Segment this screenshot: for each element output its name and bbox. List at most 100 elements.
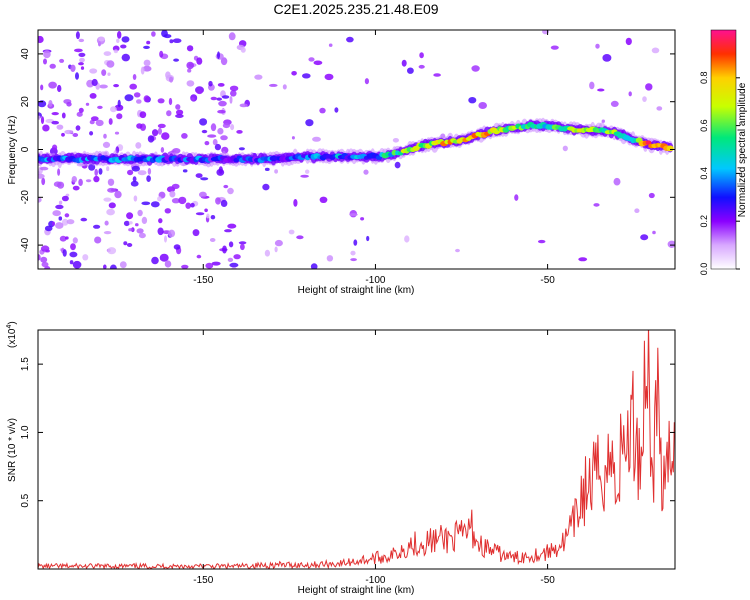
noise-speckle: [159, 50, 164, 58]
y-tick-label: 40: [20, 48, 31, 60]
noise-speckle: [80, 217, 88, 222]
noise-speckle: [40, 84, 44, 91]
spectrogram-x-label: Height of straight line (km): [298, 285, 415, 296]
noise-speckle: [196, 254, 202, 259]
noise-speckle: [182, 169, 188, 173]
noise-speckle: [78, 38, 85, 43]
noise-speckle: [634, 208, 640, 213]
colorbar-gradient: [710, 29, 737, 270]
noise-speckle: [353, 239, 358, 246]
snr-y-ticks: 0.5 1.0 1.5: [20, 357, 675, 508]
noise-speckle: [106, 208, 115, 216]
snr-series-line: [38, 330, 675, 569]
noise-speckle: [169, 76, 174, 83]
noise-speckle: [126, 243, 133, 247]
noise-speckle: [113, 49, 118, 54]
noise-speckle: [135, 142, 142, 149]
noise-speckle: [204, 141, 210, 146]
noise-speckle: [72, 260, 82, 269]
noise-speckle: [233, 254, 241, 260]
noise-speckle: [103, 133, 107, 139]
noise-speckle: [313, 60, 323, 66]
noise-speckle: [196, 57, 203, 65]
noise-speckle: [128, 221, 133, 225]
noise-speckle: [97, 105, 103, 109]
noise-speckle: [139, 111, 147, 119]
noise-speckle: [41, 177, 46, 186]
noise-speckle: [418, 64, 425, 69]
noise-speckle: [38, 35, 44, 44]
noise-speckle: [85, 102, 90, 106]
noise-speckle: [126, 212, 134, 220]
noise-speckle: [136, 228, 144, 234]
noise-speckle: [349, 213, 358, 217]
noise-speckle: [175, 114, 184, 118]
noise-speckle: [78, 178, 83, 186]
y-tick-label: 20: [20, 96, 31, 108]
noise-speckle: [172, 38, 182, 43]
noise-speckle: [123, 241, 128, 246]
noise-speckle: [71, 176, 78, 183]
noise-speckle: [70, 243, 76, 251]
noise-speckle: [94, 168, 98, 177]
noise-speckle: [392, 138, 399, 143]
noise-speckle: [229, 262, 239, 268]
noise-speckle: [210, 123, 217, 132]
noise-speckle: [173, 244, 181, 250]
noise-speckle: [597, 88, 605, 92]
noise-speckle: [65, 193, 70, 197]
noise-speckle: [78, 62, 84, 66]
noise-speckle: [310, 263, 318, 269]
noise-speckle: [181, 133, 188, 139]
noise-speckle: [229, 85, 239, 92]
noise-speckle: [66, 219, 75, 225]
noise-speckle: [140, 66, 145, 75]
noise-speckle: [282, 84, 287, 90]
noise-speckle: [169, 190, 176, 198]
noise-speckle: [69, 251, 78, 258]
noise-speckle: [350, 258, 357, 262]
noise-speckle: [157, 127, 162, 135]
spectrogram-marks: [38, 30, 675, 269]
noise-speckle: [538, 239, 546, 244]
colorbar-tick-label: 0.4: [699, 167, 709, 180]
noise-speckle: [143, 95, 150, 103]
noise-speckle: [159, 253, 169, 262]
noise-speckle: [164, 208, 171, 214]
noise-speckle: [137, 170, 147, 176]
noise-speckle: [419, 52, 424, 59]
noise-speckle: [394, 161, 401, 169]
noise-speckle: [346, 36, 354, 43]
noise-speckle: [80, 66, 85, 70]
noise-speckle: [217, 127, 224, 135]
noise-speckle: [210, 96, 217, 101]
noise-speckle: [326, 255, 334, 262]
noise-speckle: [38, 254, 41, 261]
noise-speckle: [106, 60, 115, 68]
noise-speckle: [667, 240, 675, 248]
noise-speckle: [95, 119, 104, 127]
noise-speckle: [205, 262, 214, 269]
noise-speckle: [652, 230, 656, 235]
noise-speckle: [648, 192, 655, 199]
noise-speckle: [89, 131, 94, 136]
colorbar: 0.0 0.2 0.4 0.6 0.8 Normalized spectral ampl…: [699, 29, 748, 275]
noise-speckle: [78, 52, 86, 58]
noise-speckle: [165, 71, 171, 79]
noise-speckle: [117, 99, 121, 108]
noise-speckle: [152, 129, 159, 137]
noise-speckle: [74, 48, 83, 53]
noise-speckle: [57, 84, 62, 93]
noise-speckle: [38, 173, 45, 179]
noise-speckle: [62, 249, 67, 257]
noise-speckle: [274, 169, 278, 174]
noise-speckle: [196, 89, 203, 95]
noise-speckle: [89, 68, 98, 74]
noise-speckle: [79, 57, 85, 63]
y-tick-label: 0: [20, 146, 31, 152]
noise-speckle: [610, 100, 619, 107]
noise-speckle: [72, 185, 80, 191]
noise-speckle: [300, 174, 309, 178]
noise-speckle: [195, 173, 203, 179]
noise-speckle: [93, 175, 100, 183]
